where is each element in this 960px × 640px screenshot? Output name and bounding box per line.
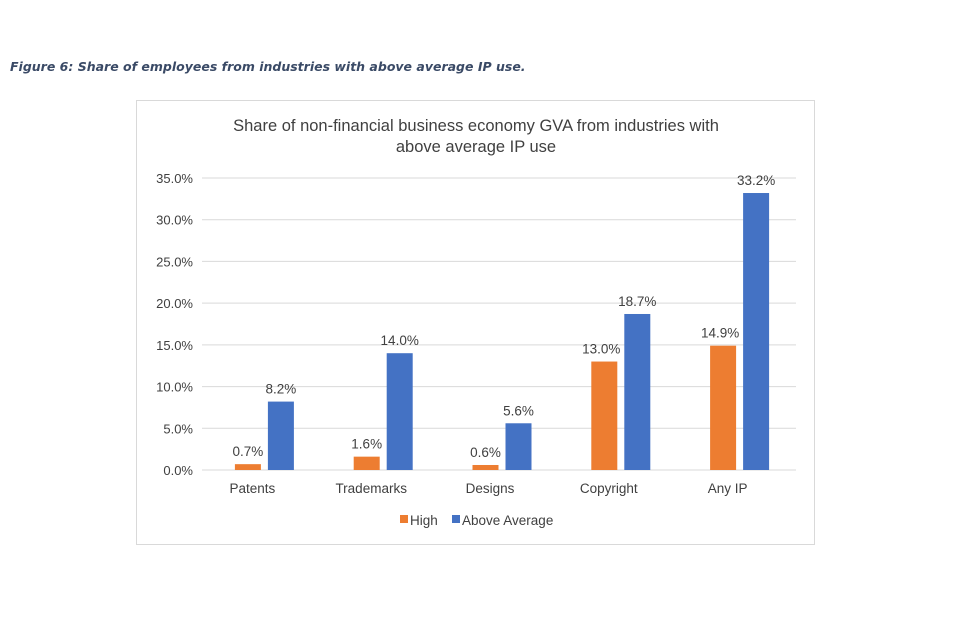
x-tick-label: Trademarks <box>335 481 407 496</box>
data-label: 14.9% <box>701 326 739 341</box>
y-tick-label: 5.0% <box>163 421 193 436</box>
bar-above-average <box>386 353 413 470</box>
x-tick-label: Designs <box>466 481 515 496</box>
y-tick-label: 25.0% <box>156 254 193 269</box>
bar-above-average <box>505 423 532 470</box>
y-tick-label: 15.0% <box>156 338 193 353</box>
bar-high <box>591 361 618 470</box>
data-label: 0.7% <box>233 444 264 459</box>
y-tick-label: 0.0% <box>163 463 193 478</box>
y-tick-label: 10.0% <box>156 380 193 395</box>
legend-swatch-high <box>400 515 408 523</box>
chart-title-line: Share of non-financial business economy … <box>233 117 719 135</box>
bar-high <box>353 456 380 470</box>
data-label: 8.2% <box>266 382 297 397</box>
x-tick-label: Patents <box>230 481 276 496</box>
x-tick-label: Copyright <box>580 481 638 496</box>
data-label: 1.6% <box>351 437 382 452</box>
data-label: 5.6% <box>503 403 534 418</box>
y-tick-label: 35.0% <box>156 171 193 186</box>
bar-above-average <box>624 313 651 470</box>
data-label: 14.0% <box>381 333 419 348</box>
x-tick-label: Any IP <box>708 481 748 496</box>
bar-high <box>472 464 499 470</box>
legend-label: High <box>410 513 438 528</box>
figure-caption: Figure 6: Share of employees from indust… <box>10 59 526 74</box>
bar-above-average <box>267 401 294 470</box>
data-label: 18.7% <box>618 294 656 309</box>
bar-above-average <box>743 193 770 470</box>
data-label: 0.6% <box>470 445 501 460</box>
legend-label: Above Average <box>462 513 553 528</box>
y-tick-label: 20.0% <box>156 296 193 311</box>
bar-high <box>234 464 261 470</box>
bar-high <box>710 345 737 470</box>
y-tick-label: 30.0% <box>156 213 193 228</box>
chart-frame <box>136 100 815 545</box>
legend-swatch-above-average <box>452 515 460 523</box>
chart-title-line: above average IP use <box>396 138 556 156</box>
data-label: 33.2% <box>737 173 775 188</box>
data-label: 13.0% <box>582 342 620 357</box>
